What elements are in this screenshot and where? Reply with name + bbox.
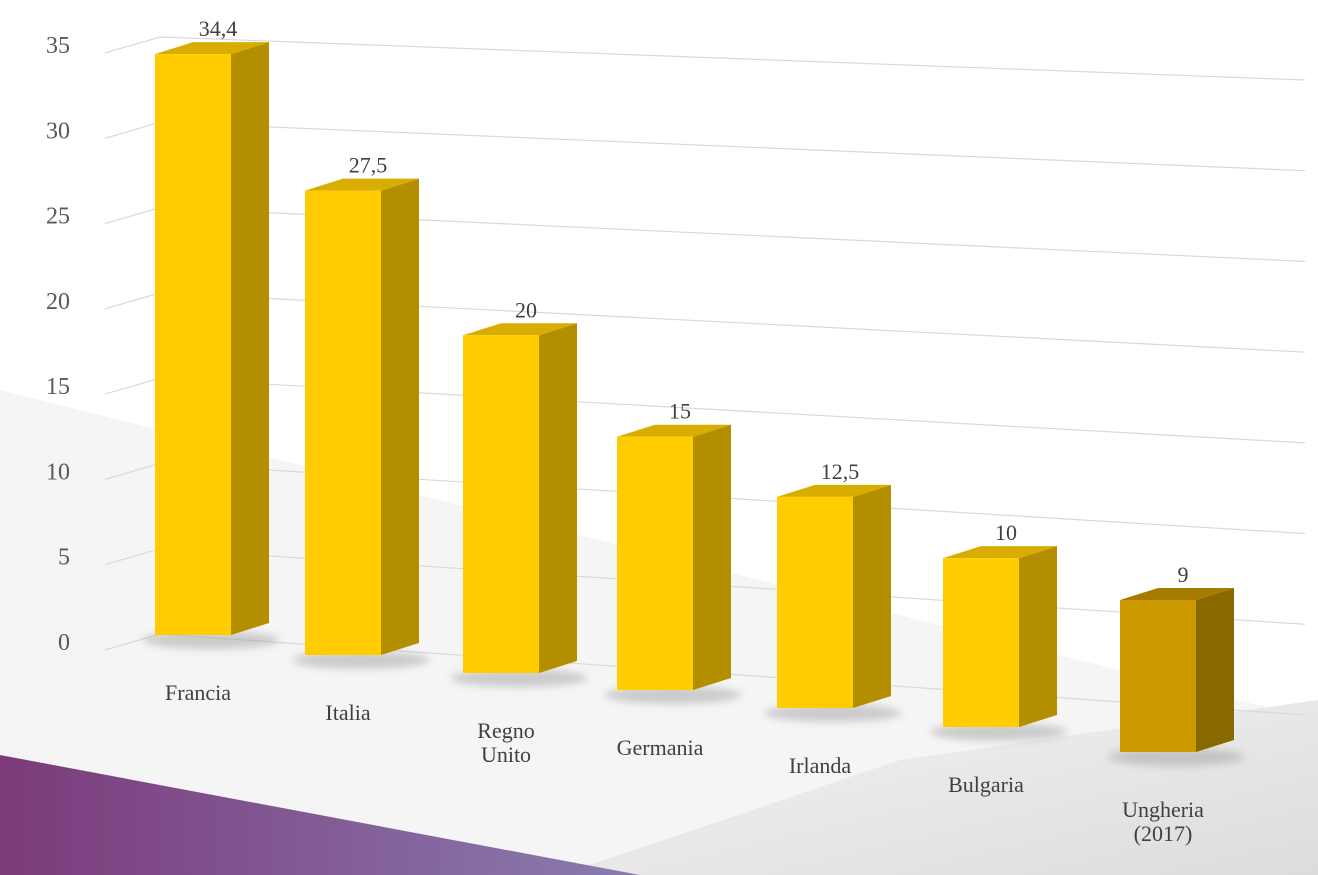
bar-side <box>381 178 419 655</box>
y-tick-label: 35 <box>46 33 70 59</box>
x-tick-label: Irlanda <box>789 753 852 778</box>
y-tick-label: 20 <box>46 289 70 315</box>
data-label: 20 <box>515 297 537 322</box>
bar-shadow <box>142 631 280 649</box>
x-tick-label: Italia <box>325 700 370 725</box>
bar-side <box>693 424 731 690</box>
bar-shadow <box>292 651 430 669</box>
bar-shadow <box>604 686 742 704</box>
x-tick-label: Unito <box>481 742 531 767</box>
bar-shadow <box>930 723 1068 741</box>
x-tick-label: Regno <box>477 718 534 743</box>
bar-side <box>1019 546 1057 727</box>
bar <box>943 558 1019 727</box>
bar-side <box>1196 588 1234 752</box>
bar-shadow <box>1107 748 1245 766</box>
background-purple-band <box>0 755 640 875</box>
y-tick-label: 25 <box>46 204 70 230</box>
bar <box>305 190 381 655</box>
bar-top <box>305 178 419 191</box>
bar-top <box>463 323 577 336</box>
bar-shadow <box>450 669 588 687</box>
y-tick-label: 10 <box>46 459 70 485</box>
y-tick-label: 30 <box>46 118 70 144</box>
gridline <box>104 36 1306 81</box>
bar <box>155 54 231 636</box>
bar-shadow <box>764 704 902 722</box>
gridline <box>104 292 1306 353</box>
y-tick-label: 5 <box>58 545 70 571</box>
bar-top <box>155 42 269 55</box>
x-tick-label: Bulgaria <box>948 772 1024 797</box>
bar-top <box>617 424 731 437</box>
bar-side <box>231 42 269 636</box>
x-tick-label: Germania <box>617 735 704 760</box>
bar <box>617 436 693 690</box>
data-label: 9 <box>1178 562 1189 587</box>
bar <box>777 496 853 708</box>
x-tick-label: Ungheria <box>1122 797 1204 822</box>
x-tick-label: (2017) <box>1134 821 1193 846</box>
bar <box>463 335 539 673</box>
bar-top <box>777 484 891 497</box>
data-label: 34,4 <box>199 16 238 41</box>
data-label: 15 <box>669 399 691 424</box>
data-label: 12,5 <box>821 459 860 484</box>
bar-top <box>1120 588 1234 600</box>
bars: 34,4 27,5 20 15 12,5 10 9 <box>142 16 1245 766</box>
bar <box>1120 600 1196 752</box>
bar-side <box>539 323 577 673</box>
data-label: 27,5 <box>349 153 388 178</box>
x-tick-label: Francia <box>165 680 231 705</box>
data-label: 10 <box>995 520 1017 545</box>
y-tick-label: 0 <box>58 630 70 656</box>
gridline <box>104 121 1306 172</box>
y-axis-ticks: 0 5 10 15 20 25 30 35 <box>46 33 70 656</box>
bar-top <box>943 546 1057 559</box>
y-tick-label: 15 <box>46 374 70 400</box>
bar-side <box>853 484 891 708</box>
gridline <box>104 206 1306 262</box>
